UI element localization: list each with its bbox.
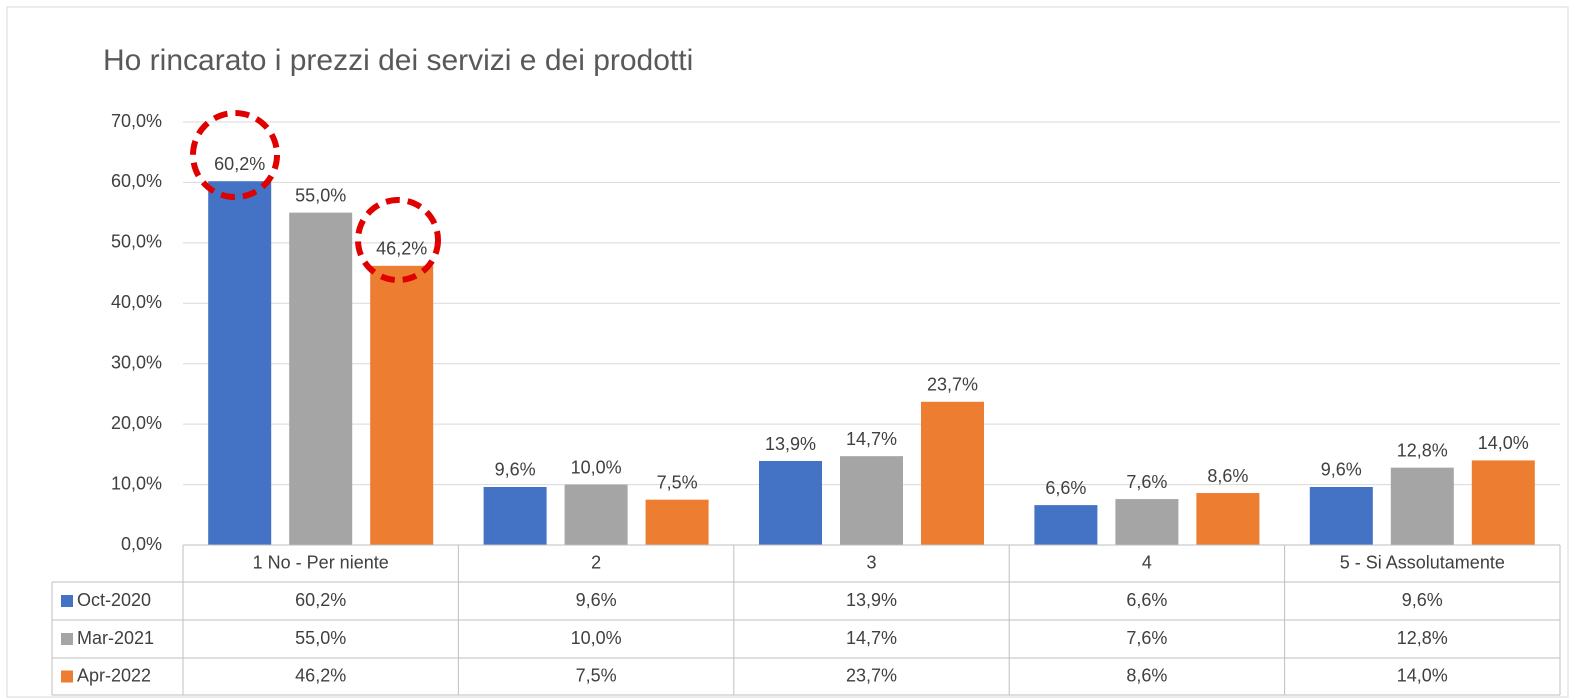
x-tick-label: 5 - Si Assolutamente [1340, 552, 1505, 572]
chart-title: Ho rincarato i prezzi dei servizi e dei … [103, 44, 693, 77]
table-cell: 12,8% [1397, 628, 1448, 648]
y-tick-label: 70,0% [111, 111, 162, 131]
table-cell: 23,7% [846, 665, 897, 685]
highlight-circle [355, 197, 441, 283]
table-cell: 14,0% [1397, 665, 1448, 685]
annotations [190, 110, 441, 283]
table-cell: 60,2% [295, 590, 346, 610]
y-tick-label: 30,0% [111, 352, 162, 372]
bar [289, 212, 353, 545]
table-cell: 10,0% [571, 628, 622, 648]
y-tick-label: 50,0% [111, 232, 162, 252]
data-label: 6,6% [1045, 478, 1086, 498]
x-tick-label: 1 No - Per niente [253, 552, 389, 572]
bar [759, 461, 822, 545]
table-cell: 46,2% [295, 665, 346, 685]
data-label: 13,9% [765, 434, 816, 454]
bar [208, 181, 272, 545]
bar [921, 401, 984, 545]
table-cell: 7,6% [1126, 628, 1167, 648]
data-label: 7,6% [1126, 472, 1167, 492]
y-tick-label: 60,0% [111, 171, 162, 191]
legend-swatch [61, 595, 73, 607]
data-label: 60,2% [214, 154, 265, 174]
bar [1115, 499, 1179, 545]
bar [1034, 505, 1098, 545]
legend-label: Mar-2021 [77, 628, 154, 648]
table-cell: 7,5% [576, 665, 617, 685]
legend-swatch [61, 670, 73, 683]
bar [370, 265, 434, 545]
bar [564, 484, 628, 545]
highlight-circle [190, 110, 280, 200]
table-cell: 9,6% [1402, 590, 1443, 610]
data-label: 55,0% [295, 185, 346, 205]
data-label: 14,0% [1478, 433, 1529, 453]
data-label: 46,2% [376, 239, 427, 259]
bar [1390, 467, 1454, 545]
data-label: 23,7% [927, 375, 978, 395]
bar [1309, 486, 1373, 545]
table-cell: 55,0% [295, 628, 346, 648]
bar [645, 499, 709, 545]
data-label: 9,6% [1321, 460, 1362, 480]
data-label: 8,6% [1207, 466, 1248, 486]
y-tick-label: 10,0% [111, 473, 162, 493]
bar [1196, 493, 1260, 545]
table-cell: 13,9% [846, 590, 897, 610]
data-label: 9,6% [495, 460, 536, 480]
data-label: 12,8% [1397, 440, 1448, 460]
legend-swatch [61, 633, 73, 645]
table-cell: 8,6% [1126, 665, 1167, 685]
bar [840, 456, 903, 545]
table-cell: 14,7% [846, 628, 897, 648]
x-tick-label: 2 [591, 552, 601, 572]
data-label: 7,5% [657, 472, 698, 492]
bar [483, 486, 547, 545]
y-tick-label: 40,0% [111, 292, 162, 312]
data-label: 10,0% [571, 457, 622, 477]
table-cell: 9,6% [576, 590, 617, 610]
y-tick-label: 20,0% [111, 413, 162, 433]
x-tick-label: 4 [1142, 552, 1152, 572]
data-label: 14,7% [846, 429, 897, 449]
y-tick-label: 0,0% [121, 534, 162, 554]
legend-label: Oct-2020 [77, 590, 151, 610]
bar [1471, 460, 1535, 545]
table-cell: 6,6% [1126, 590, 1167, 610]
legend-label: Apr-2022 [77, 665, 151, 685]
x-tick-label: 3 [866, 552, 876, 572]
